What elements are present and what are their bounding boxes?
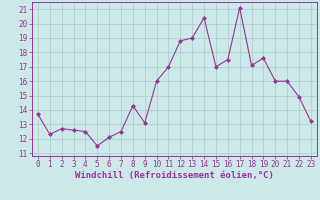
X-axis label: Windchill (Refroidissement éolien,°C): Windchill (Refroidissement éolien,°C) — [75, 171, 274, 180]
